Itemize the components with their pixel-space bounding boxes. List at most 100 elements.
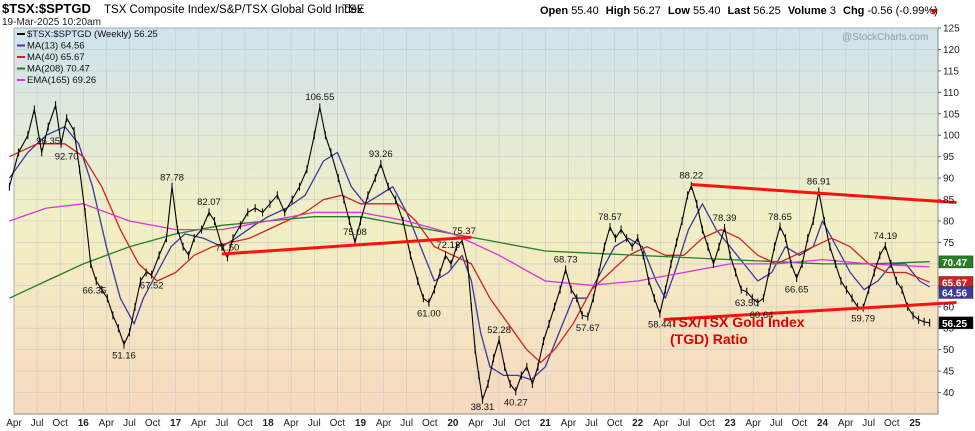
x-tick-label: 23 — [725, 418, 737, 429]
data-label: 78.57 — [598, 212, 622, 223]
data-label: 61.00 — [417, 308, 441, 319]
quote-bar: Open 55.40 High 56.27 Low 55.40 Last 56.… — [540, 5, 938, 17]
x-tick-label: Apr — [6, 418, 22, 429]
y-tick-label: 100 — [943, 131, 960, 142]
x-tick-label: Oct — [145, 418, 161, 429]
data-label: 57.67 — [576, 323, 600, 334]
y-tick-label: 105 — [943, 109, 960, 120]
annotation-line-2: (TGD) Ratio — [670, 331, 748, 347]
x-tick-label: Jul — [862, 418, 875, 429]
x-tick-label: 25 — [909, 418, 921, 429]
x-tick-label: 17 — [170, 418, 182, 429]
last-value-tag-label: 56.25 — [942, 319, 967, 330]
x-tick-label: Oct — [792, 418, 808, 429]
symbol-description: TSX Composite Index/S&P/TSX Global Gold … — [104, 4, 363, 16]
y-tick-label: 40 — [943, 388, 955, 399]
y-axis: 4045505560657075808590951001051101151201… — [938, 24, 960, 399]
legend-entry: MA(40) 65.67 — [27, 52, 85, 63]
last-value: 56.25 — [753, 5, 781, 17]
legend-entry: MA(208) 70.47 — [27, 64, 90, 75]
down-arrow-icon — [930, 9, 938, 15]
x-axis: Apr Jul Oct 16 Apr Jul Oct 17 Apr Jul Oct 18 Apr Jul O… — [6, 418, 921, 429]
x-tick-label: Apr — [468, 418, 484, 429]
y-tick-label: 120 — [943, 45, 960, 56]
data-label: 78.65 — [768, 212, 792, 223]
y-tick-label: 125 — [943, 24, 960, 35]
x-tick-label: Jul — [400, 418, 413, 429]
data-label: 67.52 — [140, 281, 164, 292]
ma-line-ema-165- — [9, 203, 930, 286]
last-value-tag-label: 70.47 — [942, 258, 967, 269]
x-tick-label: Jul — [585, 418, 598, 429]
data-label: 60.64 — [750, 310, 774, 321]
y-tick-label: 75 — [943, 238, 955, 249]
y-tick-label: 45 — [943, 367, 955, 378]
last-value-tag-label: 64.56 — [942, 288, 967, 299]
data-label: 93.26 — [369, 149, 393, 160]
last-value-tag-label: 65.67 — [942, 278, 967, 289]
x-tick-label: 24 — [817, 418, 829, 429]
open-value: 55.40 — [571, 5, 599, 17]
low-label: Low — [668, 5, 690, 17]
data-label: 66.35 — [82, 286, 106, 297]
x-tick-label: 22 — [632, 418, 644, 429]
data-label: 51.16 — [112, 351, 136, 362]
volume-label: Volume — [788, 5, 827, 17]
x-tick-label: 19 — [355, 418, 367, 429]
x-tick-label: Apr — [838, 418, 854, 429]
x-tick-label: Apr — [561, 418, 577, 429]
chg-label: Chg — [843, 5, 864, 17]
data-label: 63.50 — [735, 298, 759, 309]
data-label: 38.31 — [471, 402, 495, 413]
data-label: 59.79 — [851, 314, 875, 325]
low-value: 55.40 — [693, 5, 721, 17]
trendline — [663, 300, 957, 322]
x-tick-label: 20 — [447, 418, 459, 429]
data-label: 52.28 — [487, 325, 511, 336]
y-tick-label: 90 — [943, 174, 955, 185]
trendline — [691, 183, 957, 205]
data-label: 87.78 — [160, 173, 184, 184]
x-tick-label: Jul — [770, 418, 783, 429]
legend-entry: MA(13) 64.56 — [27, 41, 85, 52]
y-tick-label: 115 — [943, 66, 959, 77]
y-tick-label: 95 — [943, 152, 955, 163]
watermark: @StockCharts.com — [842, 32, 928, 43]
exchange-label: TSE — [342, 4, 365, 16]
data-label: 75.37 — [452, 226, 476, 237]
y-tick-label: 80 — [943, 217, 955, 228]
x-tick-label: Apr — [99, 418, 115, 429]
last-value-tag — [938, 255, 974, 269]
x-tick-label: Apr — [745, 418, 761, 429]
x-tick-label: Jul — [123, 418, 136, 429]
x-tick-label: Apr — [376, 418, 392, 429]
x-tick-label: Apr — [191, 418, 207, 429]
y-tick-label: 85 — [943, 195, 955, 206]
x-tick-label: Oct — [514, 418, 530, 429]
data-label: 82.07 — [197, 197, 221, 208]
x-tick-label: Oct — [52, 418, 68, 429]
x-tick-label: Oct — [330, 418, 346, 429]
last-value-tag — [938, 286, 974, 299]
x-tick-label: Oct — [884, 418, 900, 429]
legend-entry: $TSX:$SPTGD (Weekly) 56.25 — [27, 29, 158, 40]
moving-average-lines — [8, 125, 931, 381]
trendlines — [221, 183, 957, 322]
data-label: 86.91 — [807, 176, 831, 187]
legend-entry: EMA(165) 69.26 — [27, 75, 96, 86]
y-tick-label: 60 — [943, 302, 955, 313]
x-tick-label: Jul — [216, 418, 229, 429]
open-label: Open — [540, 5, 568, 17]
data-label: 71.50 — [216, 242, 240, 253]
trendline — [221, 235, 472, 256]
data-label: 106.55 — [305, 92, 334, 103]
x-tick-label: Jul — [31, 418, 44, 429]
ma-line-ma-13- — [8, 125, 931, 381]
x-tick-label: Oct — [422, 418, 438, 429]
symbol-title: $TSX:$SPTGD — [2, 1, 91, 16]
data-labels: 96.35 92.70 66.35 51.16 67.52 87.78 82.07 71.50… — [36, 92, 897, 413]
timestamp: 19-Mar-2025 10:20am — [2, 17, 101, 28]
